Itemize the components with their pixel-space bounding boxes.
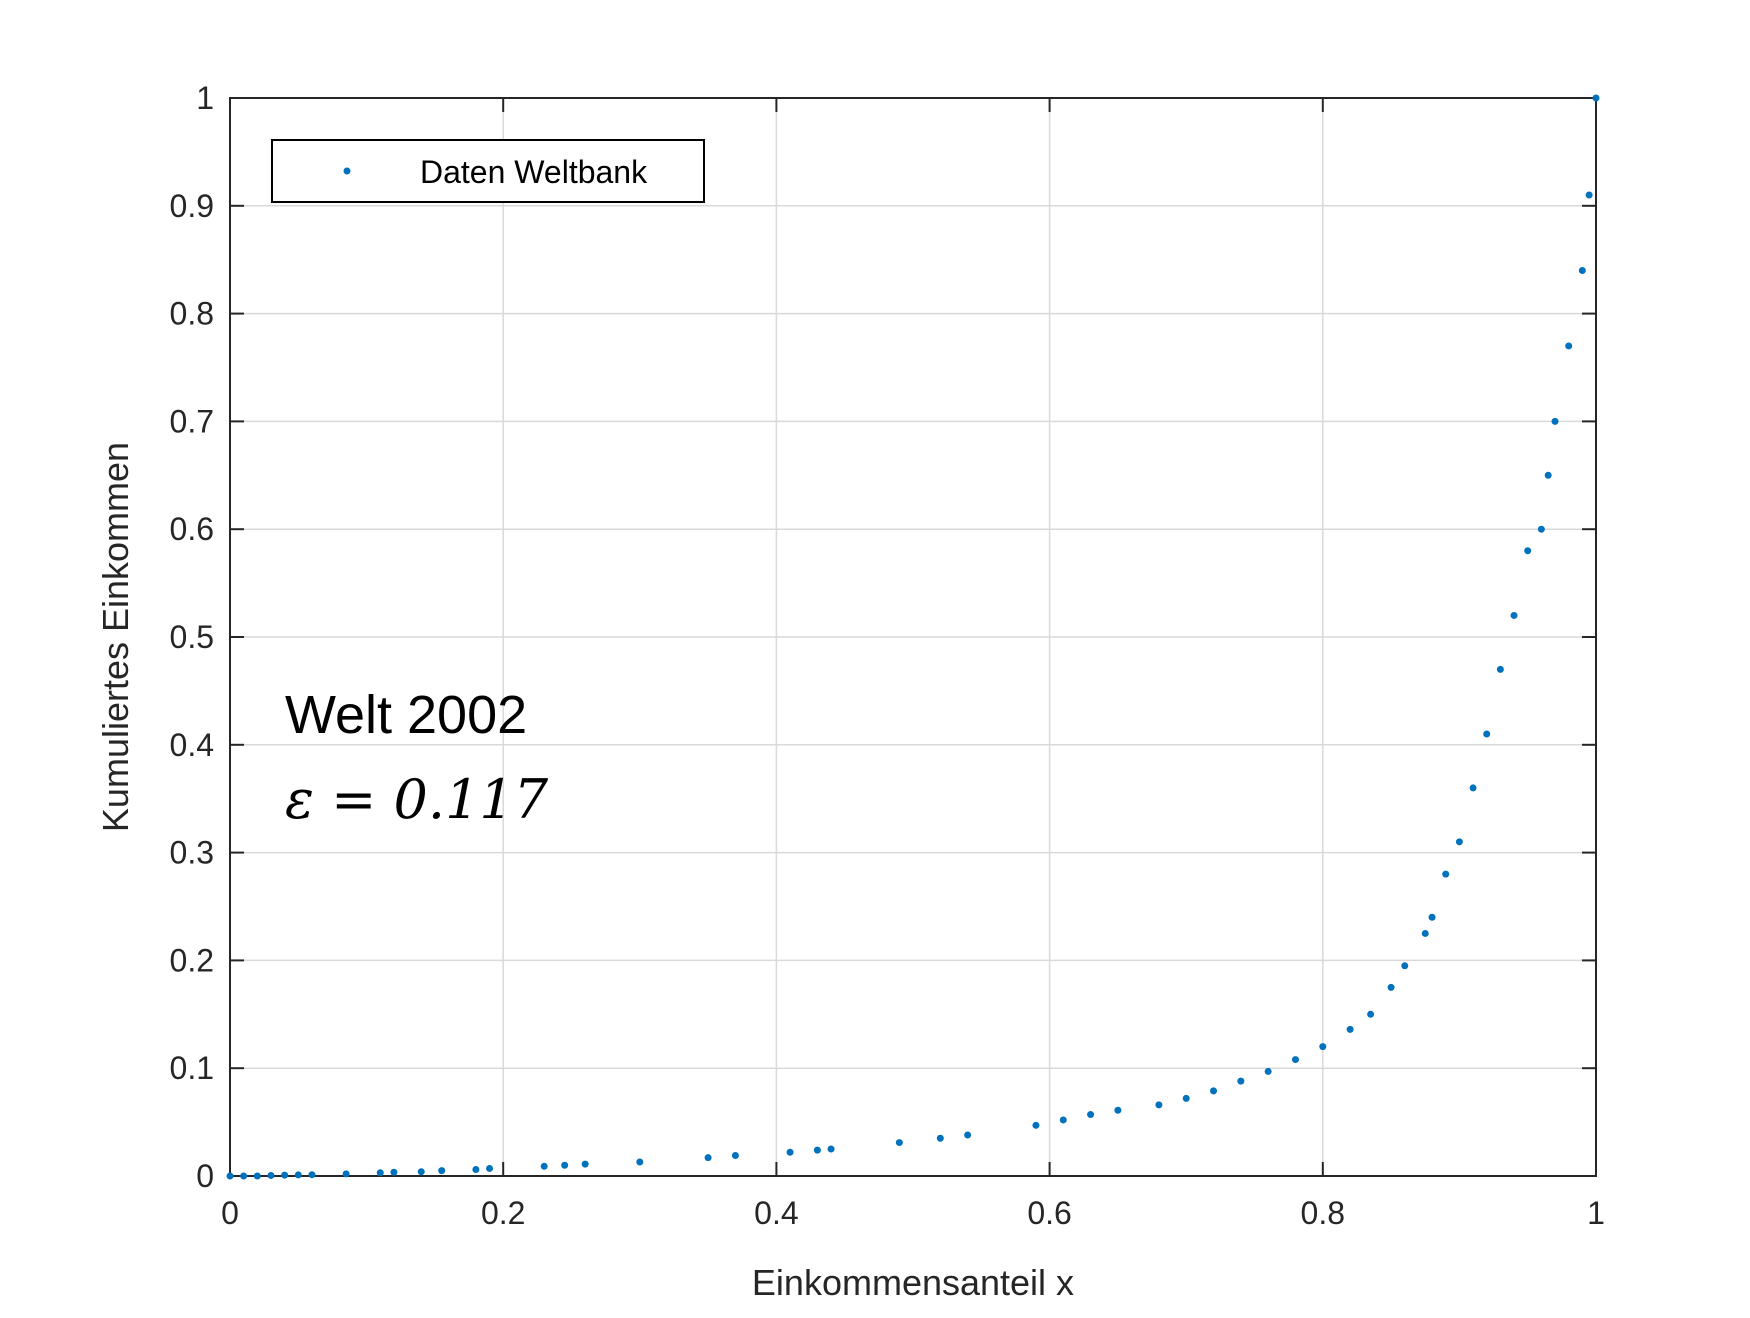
data-point (1565, 342, 1573, 350)
data-point (308, 1171, 316, 1179)
x-tick-label: 1 (1587, 1195, 1605, 1231)
data-point (1510, 611, 1518, 619)
data-point (226, 1172, 234, 1180)
data-point (1059, 1116, 1067, 1124)
x-tick-label: 0 (221, 1195, 239, 1231)
x-tick-label: 0.4 (754, 1195, 798, 1231)
data-point (1578, 266, 1586, 274)
data-point (964, 1131, 972, 1139)
data-point (1346, 1025, 1354, 1033)
annotation-title: Welt 2002 (285, 685, 527, 745)
data-point (540, 1162, 548, 1170)
data-point (1401, 962, 1409, 970)
data-point (786, 1148, 794, 1156)
data-point (636, 1158, 644, 1166)
data-point (1087, 1111, 1095, 1119)
data-point (281, 1171, 289, 1179)
data-point (1264, 1067, 1272, 1075)
data-point (1210, 1087, 1218, 1095)
annotation-formula: ε = 0.117 (285, 768, 549, 831)
y-tick-label: 0.5 (170, 619, 214, 655)
data-point (1291, 1056, 1299, 1064)
data-point (376, 1169, 384, 1177)
data-point (1551, 417, 1559, 425)
data-point (1421, 929, 1429, 937)
y-tick-label: 1 (196, 80, 214, 116)
data-point (472, 1166, 480, 1174)
data-point (1237, 1077, 1245, 1085)
x-tick-label: 0.8 (1301, 1195, 1345, 1231)
data-point (390, 1168, 398, 1176)
data-point (240, 1172, 248, 1180)
data-point (294, 1171, 302, 1179)
data-point (827, 1145, 835, 1153)
data-point (731, 1152, 739, 1160)
y-tick-label: 0 (196, 1158, 214, 1194)
data-point (1585, 191, 1593, 199)
data-point (1319, 1043, 1327, 1051)
data-point (486, 1164, 494, 1172)
data-point (417, 1168, 425, 1176)
data-point (1182, 1094, 1190, 1102)
y-tick-label: 0.4 (170, 727, 214, 763)
data-point (1155, 1101, 1163, 1109)
data-point (342, 1170, 350, 1178)
data-point (1114, 1106, 1122, 1114)
data-point (895, 1139, 903, 1147)
data-point (1537, 525, 1545, 533)
y-tick-label: 0.7 (170, 403, 214, 439)
data-point (813, 1146, 821, 1154)
y-tick-label: 0.3 (170, 835, 214, 871)
data-point (253, 1172, 261, 1180)
data-point (1442, 870, 1450, 878)
y-tick-label: 0.8 (170, 296, 214, 332)
legend-marker (343, 167, 351, 175)
y-tick-label: 0.2 (170, 942, 214, 978)
y-tick-label: 0.9 (170, 188, 214, 224)
data-point (1455, 838, 1463, 846)
data-point (704, 1154, 712, 1162)
data-point (438, 1167, 446, 1175)
y-tick-label: 0.6 (170, 511, 214, 547)
data-point (581, 1160, 589, 1168)
data-point (1469, 784, 1477, 792)
data-point (267, 1171, 275, 1179)
y-tick-label: 0.1 (170, 1050, 214, 1086)
y-axis-title: Kumuliertes Einkommen (95, 442, 136, 832)
data-point (1483, 730, 1491, 738)
data-point (1428, 913, 1436, 921)
data-point (1032, 1121, 1040, 1129)
data-point (936, 1134, 944, 1142)
data-point (1387, 983, 1395, 991)
data-point (1524, 547, 1532, 555)
legend-entry: Daten Weltbank (420, 154, 648, 190)
data-point (561, 1161, 569, 1169)
x-axis-title: Einkommensanteil x (752, 1262, 1074, 1303)
data-point (1592, 94, 1600, 102)
x-tick-label: 0.2 (481, 1195, 525, 1231)
x-tick-label: 0.6 (1027, 1195, 1071, 1231)
data-point (1496, 665, 1504, 673)
data-point (1367, 1010, 1375, 1018)
data-point (1544, 471, 1552, 479)
